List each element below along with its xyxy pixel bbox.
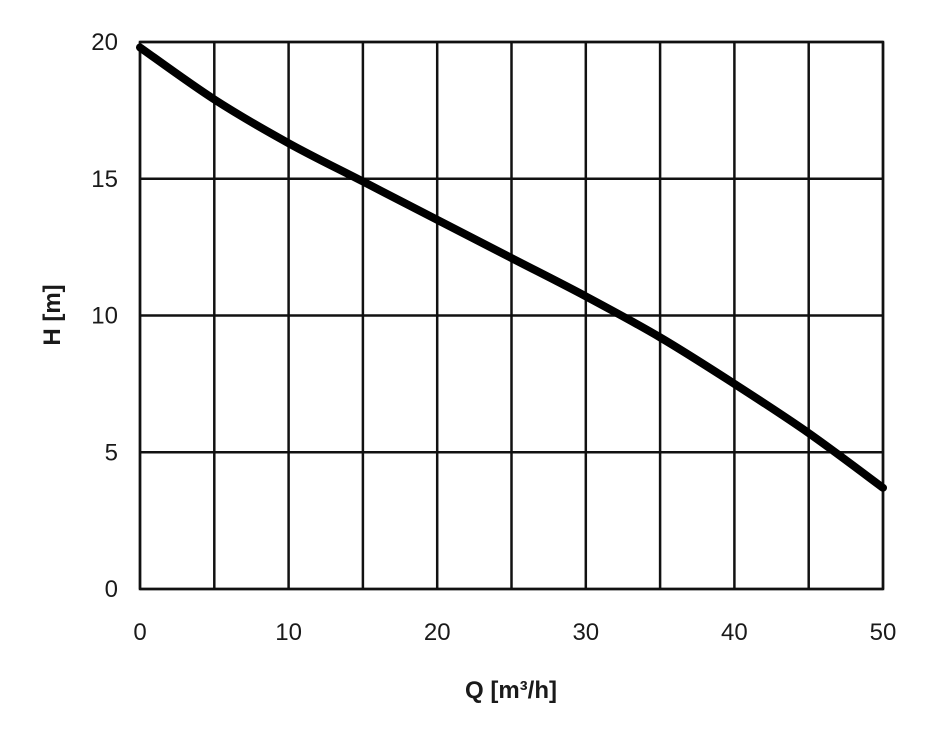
y-tick-label: 0	[105, 576, 118, 603]
series-layer	[136, 43, 887, 492]
pump-curve-line	[136, 43, 887, 492]
x-tick-label: 10	[275, 619, 302, 646]
y-axis-label: H [m]	[39, 284, 66, 345]
x-tick-label: 0	[133, 619, 146, 646]
plot-border	[138, 40, 885, 591]
x-tick-labels: 0 10 20 30 40 50	[133, 619, 896, 646]
x-tick-label: 50	[870, 619, 897, 646]
x-tick-label: 20	[424, 619, 451, 646]
y-tick-labels: 0 5 10 15 20	[91, 29, 118, 603]
y-tick-label: 5	[105, 439, 118, 466]
x-axis-label: Q [m³/h]	[465, 677, 557, 704]
y-tick-label: 10	[91, 303, 118, 330]
plot-frame	[138, 40, 885, 591]
x-tick-label: 30	[572, 619, 599, 646]
y-tick-label: 20	[91, 29, 118, 56]
x-tick-label: 40	[721, 619, 748, 646]
y-tick-label: 15	[91, 166, 118, 193]
